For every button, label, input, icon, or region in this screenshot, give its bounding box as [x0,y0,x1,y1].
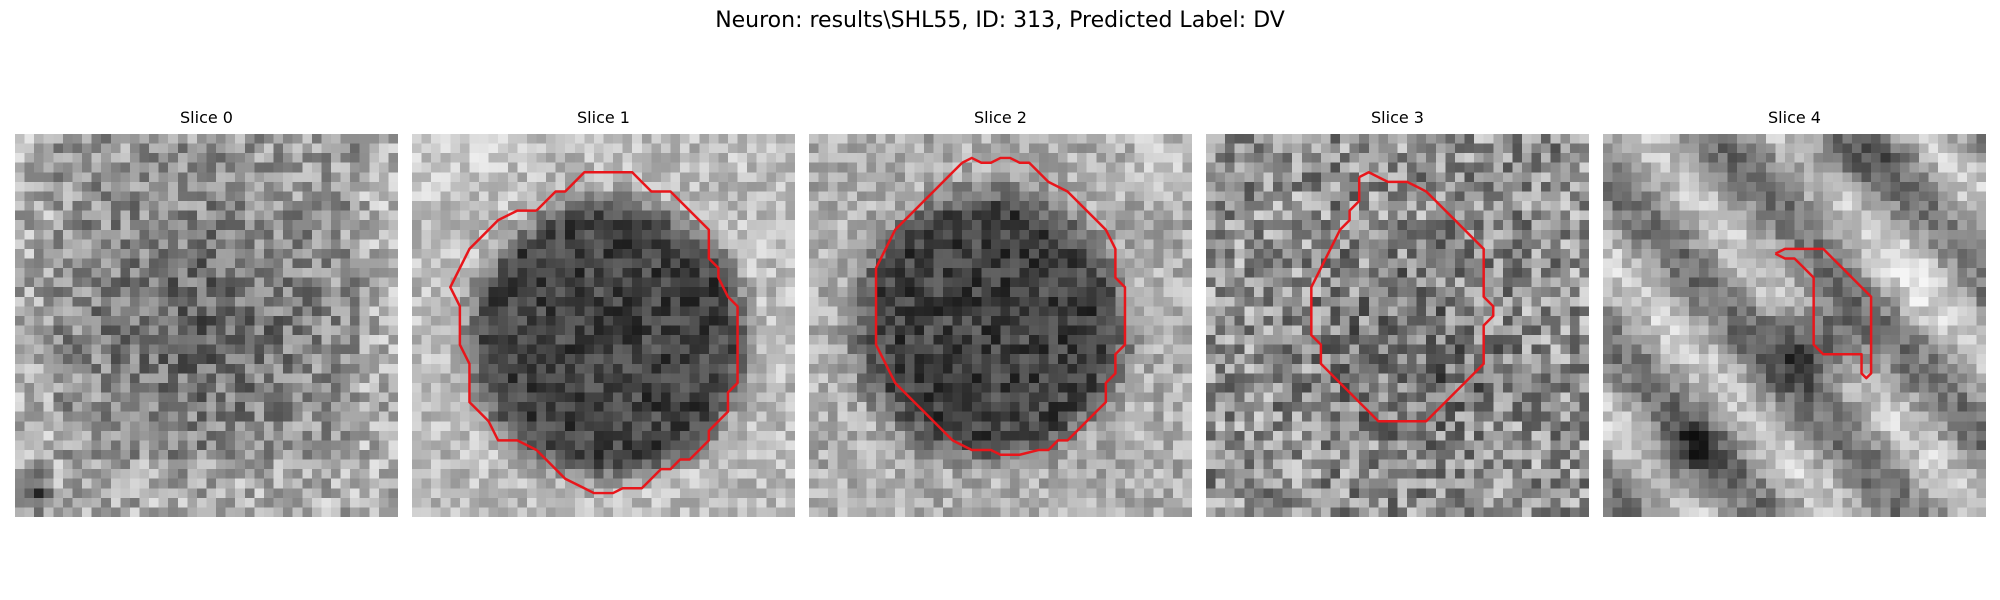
segmentation-contour [1774,247,1873,380]
slice-image [1603,134,1986,517]
slice-image [412,134,795,517]
slice-title: Slice 0 [180,108,233,127]
slice-title: Slice 2 [974,108,1027,127]
figure-title: Neuron: results\SHL55, ID: 313, Predicte… [715,8,1285,33]
slice-image [1206,134,1589,517]
slice-title: Slice 4 [1768,108,1821,127]
segmentation-contour [1310,171,1495,423]
slice-title: Slice 3 [1371,108,1424,127]
slice-image [15,134,398,517]
segmentation-contour [874,156,1127,457]
segmentation-contour [449,171,739,495]
slice-image [809,134,1192,517]
slice-title: Slice 1 [577,108,630,127]
